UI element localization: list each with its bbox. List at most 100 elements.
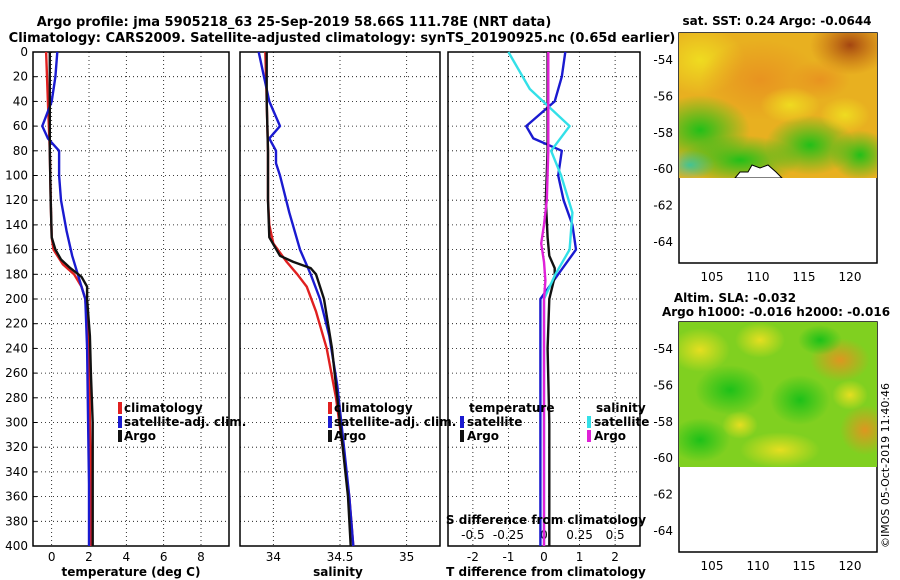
series-line-s-argo (540, 52, 550, 546)
depth-tick-label: 180 (5, 267, 28, 281)
x-tick-label: 34.5 (327, 550, 354, 564)
depth-tick-label: 220 (5, 317, 28, 331)
sal-legend-swatch-satellite (328, 416, 332, 428)
depth-tick-label: 240 (5, 341, 28, 355)
map-lon-tick-label: 120 (839, 559, 862, 573)
diff-legend-salinity-title: salinity (596, 401, 646, 415)
map-lat-tick-label: -56 (653, 378, 673, 392)
x-tick-label: 35 (399, 550, 414, 564)
depth-tick-label: 380 (5, 514, 28, 528)
sla-y-ticks: -54 -56 -58 -60 -62 -64 (653, 342, 673, 538)
depth-axis: 0 20 40 60 80 100 120 140 160 180 200 220 240 260 280 3… (5, 45, 37, 553)
map-lat-tick-label: -62 (653, 199, 673, 213)
map-lat-tick-label: -58 (653, 126, 673, 140)
map-lat-tick-label: -64 (653, 524, 673, 538)
map-lon-tick-label: 105 (701, 270, 724, 284)
depth-tick-label: 120 (5, 193, 28, 207)
temperature-xlabel: temperature (deg C) (62, 565, 201, 579)
figure-title-line1: Argo profile: jma 5905218_63 25-Sep-2019… (37, 15, 552, 30)
map-lat-tick-label: -60 (653, 162, 673, 176)
footer-stamp: ©IMOS 05-Oct-2019 11:40:46 (879, 383, 892, 548)
sla-map-field (679, 322, 877, 467)
map-lon-tick-label: 115 (793, 559, 816, 573)
temperature-lines (41, 51, 94, 546)
sal-legend-label-satellite: satellite-adj. clim. (334, 415, 456, 429)
legend-label-argo: Argo (124, 429, 156, 443)
map-lon-tick-label: 110 (747, 270, 770, 284)
temperature-grid (33, 51, 229, 547)
x-tick-label: 1 (576, 550, 584, 564)
sst-x-ticks: 105 110 115 120 (701, 270, 862, 284)
difference-x-ticks: -2 -1 0 1 2 (467, 550, 619, 564)
x-tick-label: 0 (540, 550, 548, 564)
temperature-legend: climatology satellite-adj. clim. Argo (118, 401, 246, 443)
map-lon-tick-label: 105 (701, 559, 724, 573)
diff-legend-label-s-satellite: satellite (594, 415, 649, 429)
x-tick-label: -2 (467, 550, 479, 564)
difference-legend: temperature satellite Argo salinity sate… (460, 401, 649, 443)
legend-swatch-argo (118, 430, 122, 442)
map-lon-tick-label: 110 (747, 559, 770, 573)
salinity-lines (257, 51, 355, 547)
diff-legend-swatch-t-satellite (460, 416, 464, 428)
s-tick-label: 0.5 (606, 528, 625, 542)
legend-swatch-climatology (118, 402, 122, 414)
sst-map-field (679, 33, 877, 178)
x-tick-label: 4 (123, 550, 131, 564)
x-tick-label: 0 (48, 550, 56, 564)
sst-map-title: sat. SST: 0.24 Argo: -0.0644 (682, 14, 871, 28)
diff-legend-label-t-argo: Argo (467, 429, 499, 443)
salinity-legend: climatology satellite-adj. clim. Argo (328, 401, 456, 443)
difference-lines (507, 51, 578, 546)
depth-tick-label: 260 (5, 366, 28, 380)
s-tick-label: 0.25 (566, 528, 593, 542)
legend-label-satellite: satellite-adj. clim. (124, 415, 246, 429)
depth-tick-label: 320 (5, 440, 28, 454)
depth-tick-label: 200 (5, 292, 28, 306)
sla-map-title-1: Altim. SLA: -0.032 (674, 291, 796, 305)
depth-tick-label: 160 (5, 243, 28, 257)
s-tick-label: -0.25 (493, 528, 524, 542)
series-line-argo (48, 52, 94, 546)
diff-legend-swatch-s-satellite (587, 416, 591, 428)
diff-legend-label-t-satellite: satellite (467, 415, 522, 429)
depth-tick-label: 20 (13, 70, 28, 84)
legend-swatch-satellite (118, 416, 122, 428)
series-line-argo (265, 52, 352, 547)
sal-legend-label-climatology: climatology (334, 401, 413, 415)
depth-tick-label: 300 (5, 416, 28, 430)
diff-legend-label-s-argo: Argo (594, 429, 626, 443)
x-tick-label: 2 (85, 550, 93, 564)
map-lat-tick-label: -64 (653, 235, 673, 249)
map-lon-tick-label: 115 (793, 270, 816, 284)
map-lat-tick-label: -62 (653, 488, 673, 502)
s-tick-label: -0.5 (461, 528, 484, 542)
map-lat-tick-label: -54 (653, 53, 673, 67)
depth-tick-label: 60 (13, 119, 28, 133)
salinity-x-ticks: 34 34.5 35 (266, 550, 415, 564)
sla-x-ticks: 105 110 115 120 (701, 559, 862, 573)
temperature-panel-frame (32, 51, 230, 547)
x-tick-label: 34 (266, 550, 281, 564)
depth-tick-label: 360 (5, 490, 28, 504)
diff-legend-swatch-t-argo (460, 430, 464, 442)
depth-tick-label: 100 (5, 169, 28, 183)
series-line-satellite-adj-clim- (41, 51, 91, 546)
map-lat-tick-label: -58 (653, 415, 673, 429)
difference-xlabel: T difference from climatology (446, 565, 646, 579)
sal-legend-swatch-argo (328, 430, 332, 442)
map-lat-tick-label: -54 (653, 342, 673, 356)
sal-legend-swatch-climatology (328, 402, 332, 414)
map-lat-tick-label: -60 (653, 451, 673, 465)
diff-legend-temperature-title: temperature (469, 401, 554, 415)
series-line-s-satellite (507, 51, 574, 546)
depth-tick-label: 140 (5, 218, 28, 232)
salinity-xlabel: salinity (313, 565, 363, 579)
legend-label-climatology: climatology (124, 401, 203, 415)
map-lat-tick-label: -56 (653, 89, 673, 103)
map-lon-tick-label: 120 (839, 270, 862, 284)
x-tick-label: -1 (502, 550, 514, 564)
x-tick-label: 8 (197, 550, 205, 564)
sal-legend-label-argo: Argo (334, 429, 366, 443)
